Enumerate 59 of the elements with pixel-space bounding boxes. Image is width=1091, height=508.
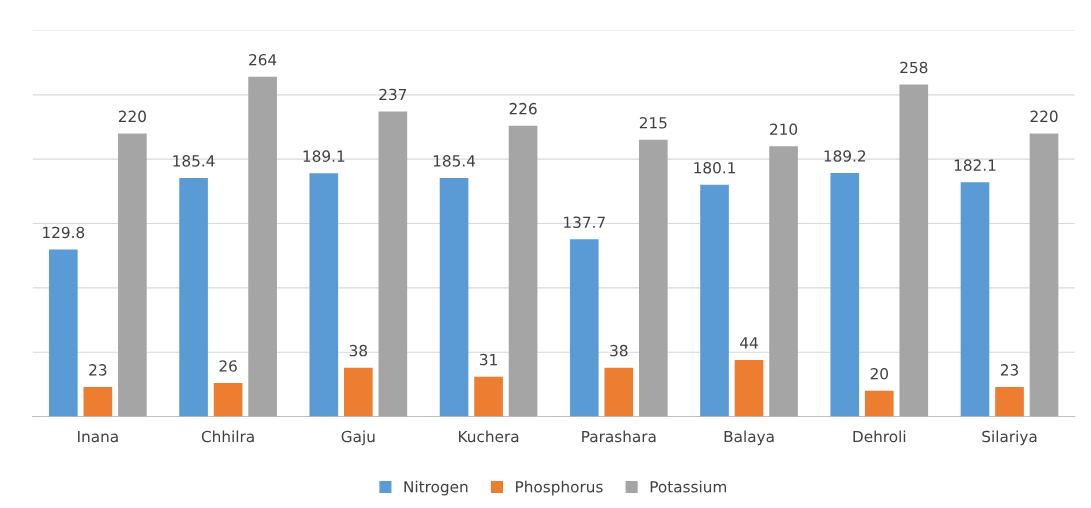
legend-label: Phosphorus <box>516 480 603 496</box>
data-label: 182.1 <box>954 159 996 171</box>
legend-label: Nitrogen <box>404 480 468 496</box>
bar <box>569 239 599 417</box>
data-label: 20 <box>870 367 888 380</box>
x-tick-label: Dehroli <box>853 430 906 443</box>
data-label: 258 <box>900 61 928 74</box>
data-label: 185.4 <box>173 155 215 167</box>
data-label: 137.7 <box>564 216 605 229</box>
bar <box>864 390 894 417</box>
bar <box>700 184 729 417</box>
bar <box>179 177 208 417</box>
data-label: 180.1 <box>694 161 735 174</box>
data-label: 210 <box>770 123 798 136</box>
bar <box>49 249 78 417</box>
x-tick-label: Inana <box>78 430 118 443</box>
data-label: 189.1 <box>303 150 345 162</box>
x-tick-label: Chhilra <box>201 430 254 443</box>
data-label: 220 <box>1030 110 1058 123</box>
data-label: 44 <box>740 337 758 349</box>
data-label: 23 <box>89 364 107 376</box>
data-label: 226 <box>509 102 537 115</box>
data-label: 129.8 <box>43 226 85 239</box>
bar <box>378 111 408 417</box>
x-tick-label: Silariya <box>982 430 1037 446</box>
legend-label: Potassium <box>650 480 727 493</box>
data-label: 237 <box>379 88 407 101</box>
data-label: 38 <box>610 344 628 357</box>
bar <box>83 386 113 417</box>
data-label: 185.4 <box>433 155 476 167</box>
bar <box>508 125 538 417</box>
bar <box>960 182 990 417</box>
bar <box>309 173 339 417</box>
bar <box>344 367 373 417</box>
bar <box>1029 133 1059 417</box>
bar <box>439 177 469 417</box>
bar <box>118 133 147 417</box>
bar <box>213 383 243 417</box>
data-label: 38 <box>349 344 367 357</box>
bar <box>638 139 668 417</box>
bar <box>248 76 277 417</box>
bar <box>899 84 929 417</box>
data-label: 215 <box>639 117 667 129</box>
bar <box>769 146 798 417</box>
data-label: 23 <box>1000 364 1019 376</box>
bar <box>734 359 764 417</box>
bar <box>474 376 503 417</box>
x-tick-label: Balaya <box>724 430 774 446</box>
data-label: 31 <box>480 353 497 366</box>
bar <box>604 367 634 417</box>
x-tick-label: Kuchera <box>459 430 519 443</box>
data-label: 26 <box>219 360 237 372</box>
data-label: 189.2 <box>824 150 866 162</box>
bar <box>830 173 860 417</box>
bar <box>995 386 1024 417</box>
data-label: 220 <box>118 110 146 123</box>
x-tick-label: Parashara <box>582 430 656 443</box>
data-label: 264 <box>249 53 277 66</box>
x-tick-label: Gaju <box>341 430 375 446</box>
